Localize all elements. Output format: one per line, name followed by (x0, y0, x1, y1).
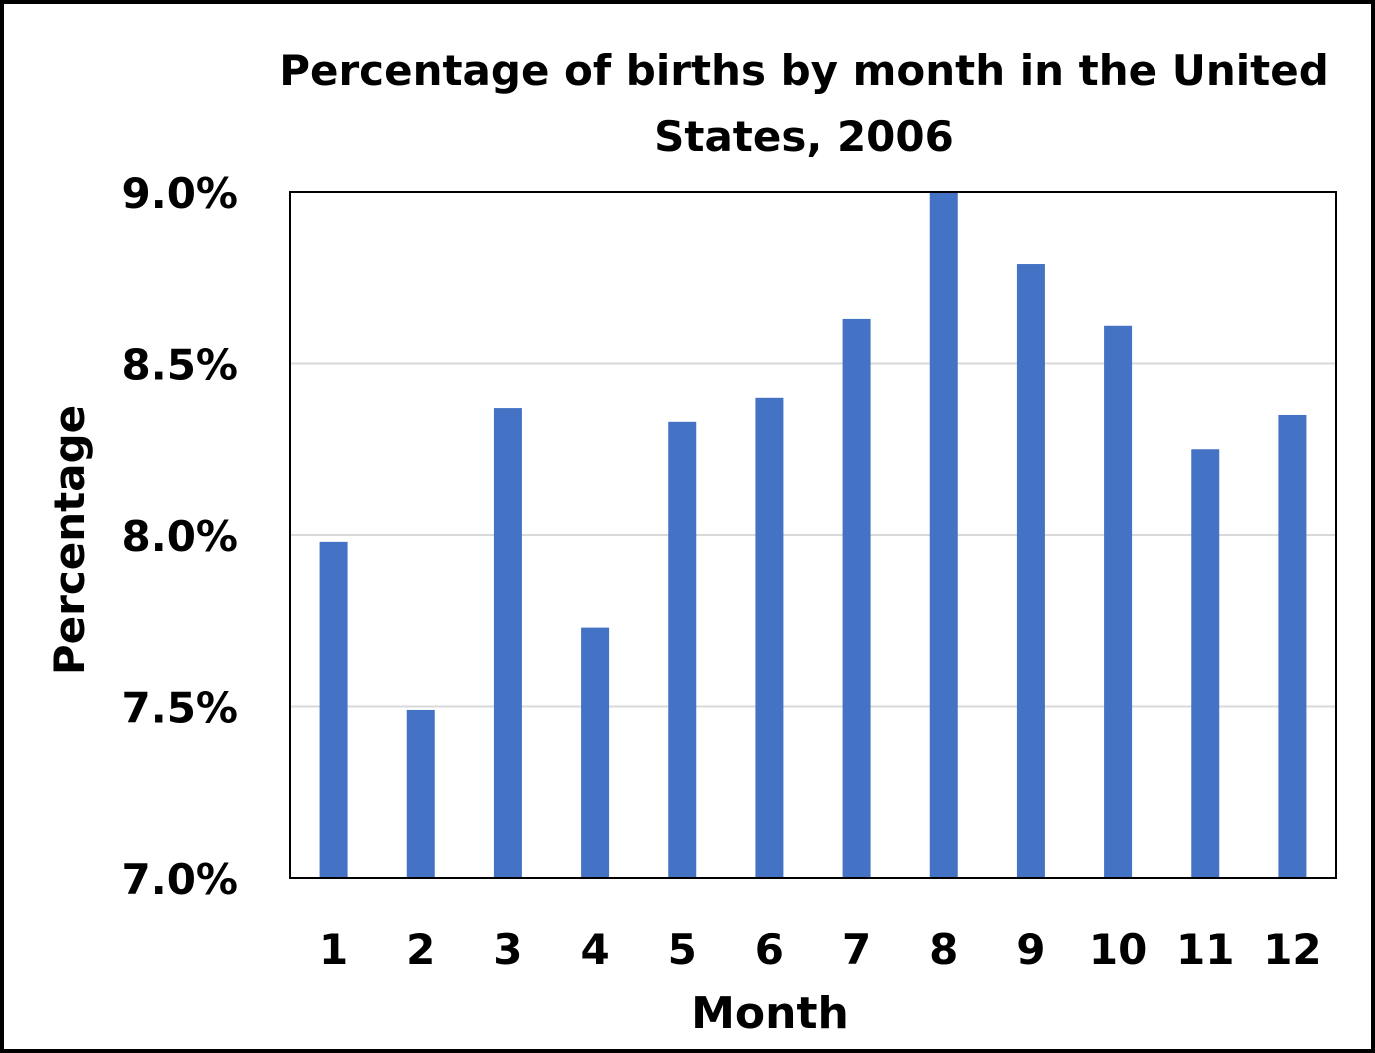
y-axis-label: Percentage (45, 405, 94, 675)
x-tick-label: 10 (1089, 925, 1147, 974)
bar (1278, 414, 1307, 878)
x-tick-label: 12 (1263, 925, 1321, 974)
bar (842, 318, 871, 878)
x-tick-labels: 1 2 3 4 5 6 7 8 9 10 11 12 (319, 925, 1322, 974)
x-tick-label: 9 (1016, 925, 1045, 974)
bar (406, 709, 435, 878)
chart-title: Percentage of births by month in the Uni… (279, 46, 1329, 161)
x-tick-label: 5 (668, 925, 697, 974)
bar (1016, 264, 1045, 878)
bars (319, 192, 1307, 878)
x-tick-label: 7 (842, 925, 871, 974)
y-tick-label: 7.0% (122, 855, 238, 904)
y-tick-label: 7.5% (122, 684, 238, 733)
x-tick-label: 1 (319, 925, 348, 974)
y-tick-label: 9.0% (122, 169, 238, 218)
x-tick-label: 8 (929, 925, 958, 974)
bar (929, 192, 958, 878)
x-tick-label: 2 (406, 925, 435, 974)
bar (668, 421, 697, 878)
y-tick-label: 8.5% (122, 341, 238, 390)
bar (319, 541, 348, 878)
bar (1104, 325, 1133, 878)
x-tick-label: 6 (755, 925, 784, 974)
bar (1191, 449, 1220, 878)
x-tick-label: 3 (493, 925, 522, 974)
bar (755, 397, 784, 878)
y-tick-labels: 7.0% 7.5% 8.0% 8.5% 9.0% (122, 169, 238, 904)
gridlines (290, 362, 1336, 708)
bar (581, 627, 610, 878)
x-tick-label: 4 (580, 925, 609, 974)
y-tick-label: 8.0% (122, 512, 238, 561)
x-tick-label: 11 (1176, 925, 1234, 974)
x-axis-label: Month (691, 988, 849, 1039)
bar (493, 408, 522, 878)
plot-area-border (289, 191, 1337, 879)
